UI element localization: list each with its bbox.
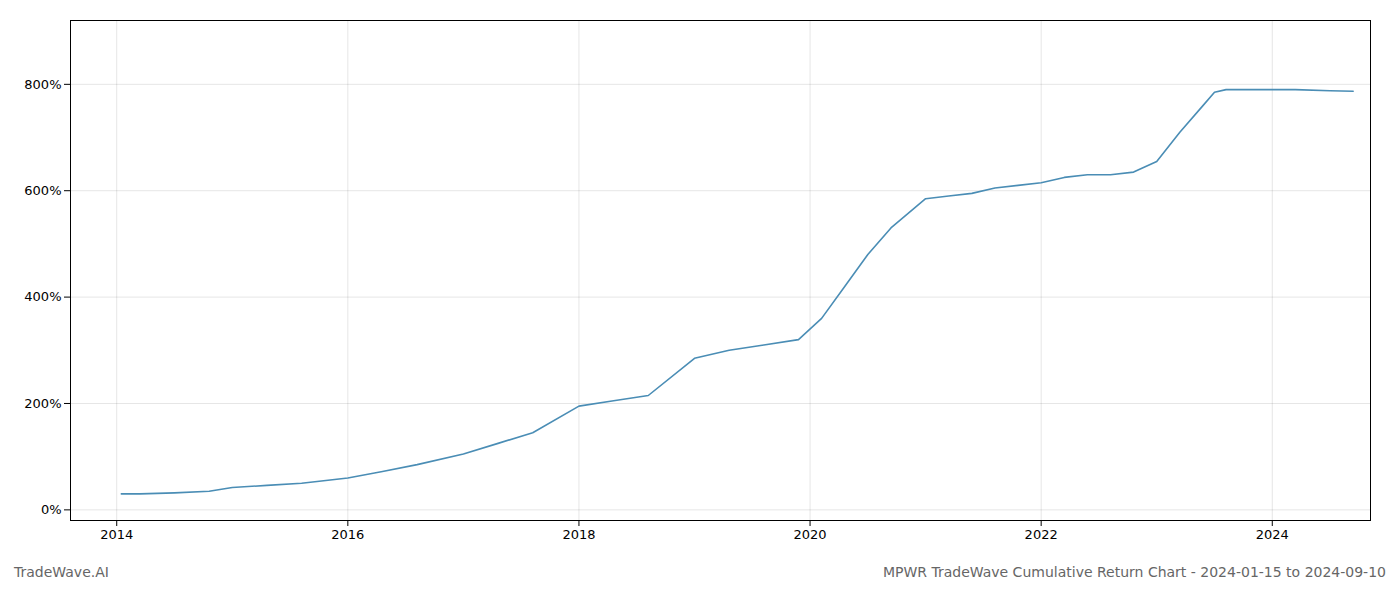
svg-text:200%: 200% [24, 396, 61, 411]
svg-text:400%: 400% [24, 289, 61, 304]
svg-text:2020: 2020 [794, 527, 827, 542]
svg-text:2024: 2024 [1256, 527, 1289, 542]
svg-text:800%: 800% [24, 76, 61, 91]
svg-text:2022: 2022 [1025, 527, 1058, 542]
svg-text:2014: 2014 [100, 527, 133, 542]
html-text:TradeWave.AI: TradeWave.AI [14, 564, 109, 580]
svg-text:600%: 600% [24, 183, 61, 198]
svg-text:2016: 2016 [331, 527, 364, 542]
svg-text:0%: 0% [41, 502, 62, 517]
svg-text:2018: 2018 [562, 527, 595, 542]
html-text:MPWR TradeWave Cumulative Retu: MPWR TradeWave Cumulative Return Chart -… [882, 564, 1386, 580]
